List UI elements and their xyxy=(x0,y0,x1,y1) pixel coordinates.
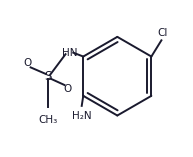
Text: S: S xyxy=(44,70,52,83)
Text: CH₃: CH₃ xyxy=(38,115,58,125)
Text: O: O xyxy=(64,84,72,94)
Text: H₂N: H₂N xyxy=(72,111,91,121)
Text: HN: HN xyxy=(62,48,77,58)
Text: O: O xyxy=(23,58,31,68)
Text: Cl: Cl xyxy=(158,28,168,38)
